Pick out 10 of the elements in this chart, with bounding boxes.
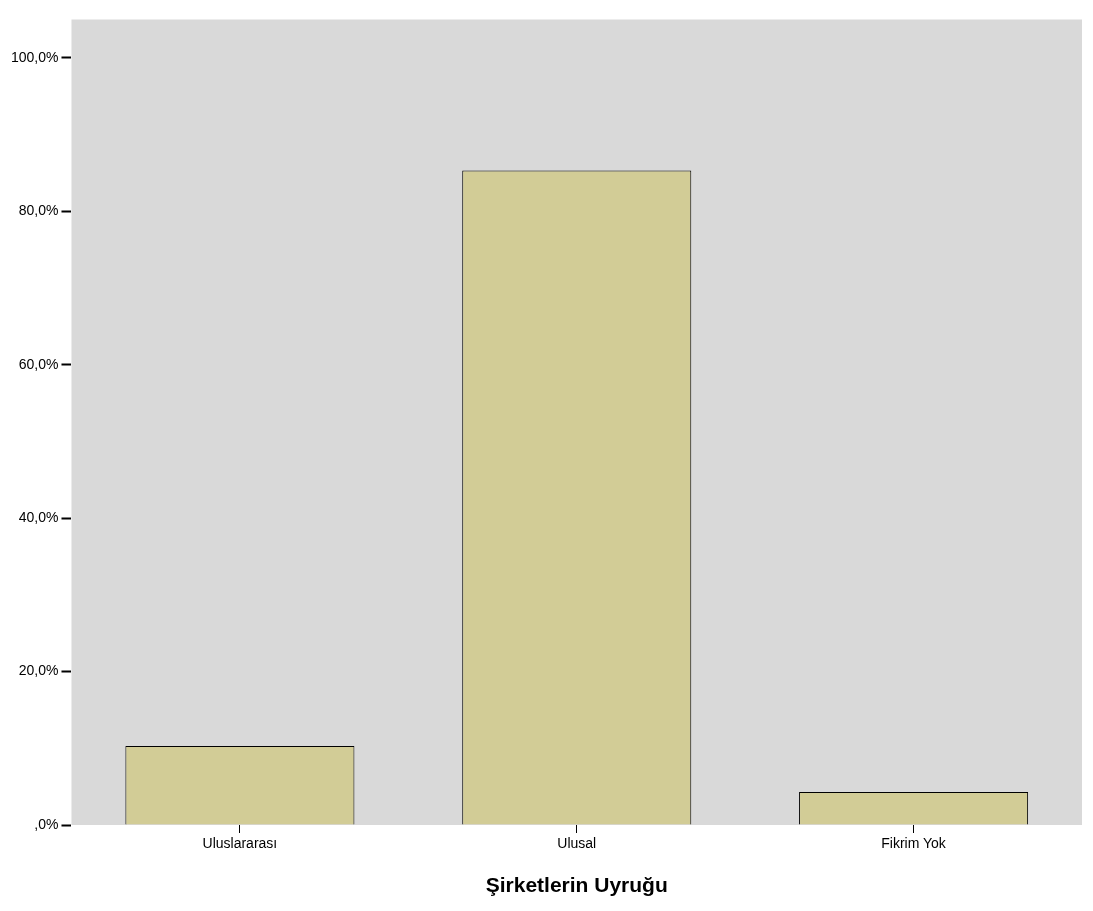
y-tick-label: 100,0%	[11, 48, 59, 65]
y-tick-label: 60,0%	[18, 355, 59, 372]
x-axis-title: Şirketlerin Uyruğu	[485, 873, 668, 897]
x-tick-label: Uluslararası	[202, 835, 278, 852]
x-tick-label: Ulusal	[557, 835, 597, 852]
y-tick-label: 80,0%	[18, 202, 59, 219]
y-tick-label: ,0%	[34, 815, 59, 832]
y-tick-label: 40,0%	[18, 508, 59, 525]
x-tick-label: Fikrim Yok	[881, 835, 947, 852]
y-tick-label: 20,0%	[18, 662, 59, 679]
